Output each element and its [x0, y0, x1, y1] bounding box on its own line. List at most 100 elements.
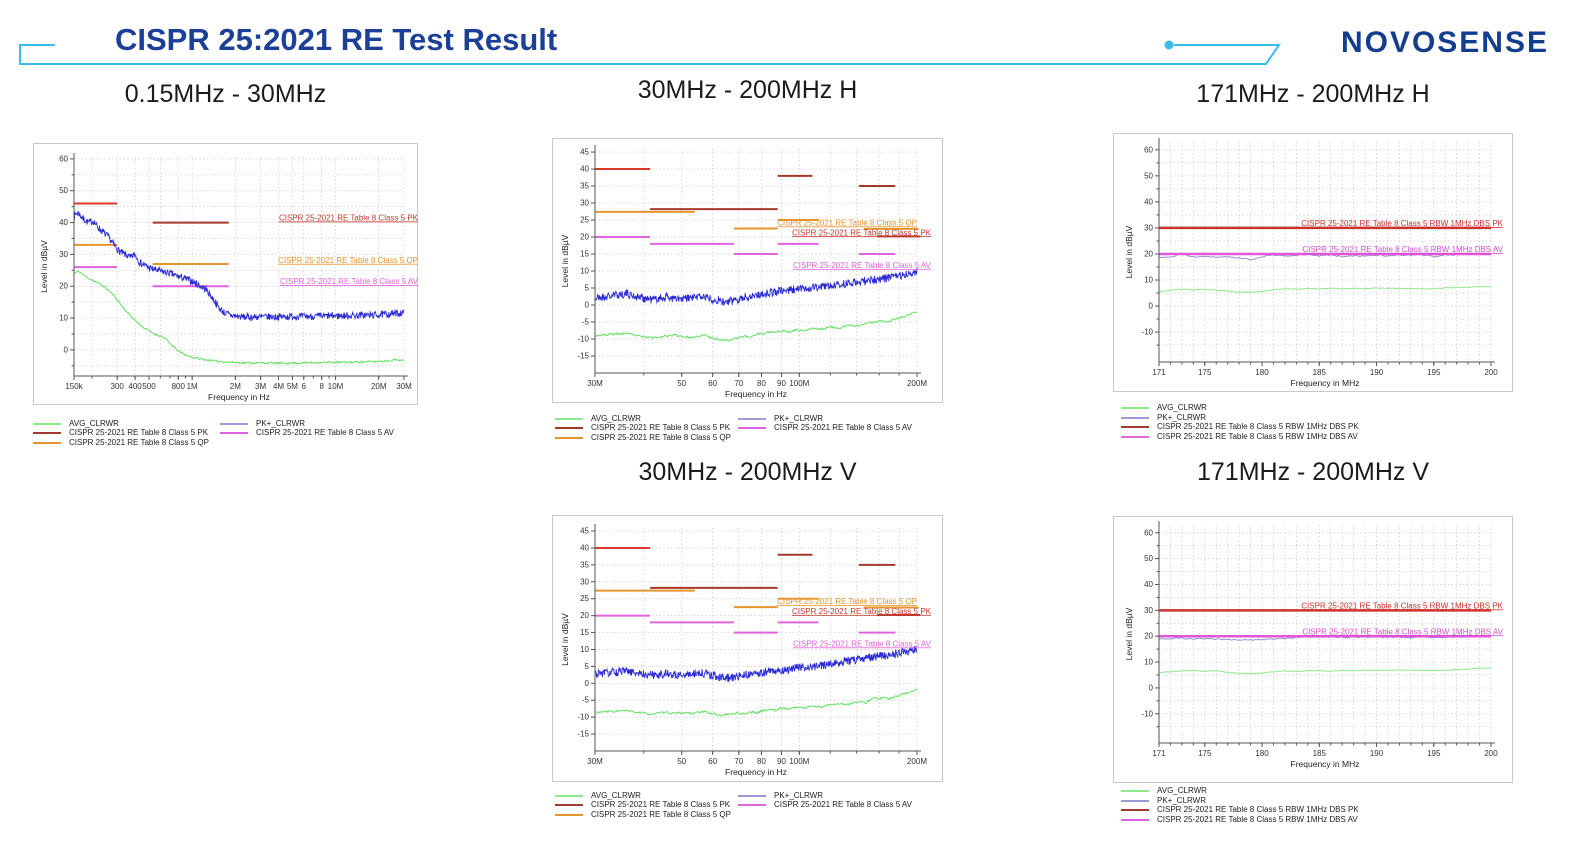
legend-label: AVG_CLRWR — [1157, 785, 1207, 795]
x-tick-label: 90 — [777, 757, 786, 766]
chart-panel: CISPR 25-2021 RE Table 8 Class 5 PK CISPR… — [33, 143, 419, 405]
legend-item: PK+_CLRWR — [1121, 413, 1359, 423]
legend-item: AVG_CLRWR — [555, 791, 731, 801]
legend-label: CISPR 25-2021 RE Table 8 Class 5 RBW 1MH… — [1157, 814, 1358, 824]
x-tick-label: 171 — [1152, 749, 1166, 758]
x-tick-label: 4M — [273, 382, 284, 391]
y-tick-label: -10 — [577, 713, 589, 722]
legend-column: AVG_CLRWR CISPR 25-2021 RE Table 8 Class … — [33, 419, 209, 448]
legend-swatch — [220, 422, 248, 425]
y-tick-label: 0 — [64, 345, 69, 354]
y-tick-label: 10 — [580, 645, 589, 654]
y-tick-label: 30 — [1144, 223, 1153, 232]
y-tick-label: 0 — [585, 679, 590, 688]
legend-swatch — [1121, 416, 1149, 419]
legend-item: CISPR 25-2021 RE Table 8 Class 5 PK — [555, 424, 731, 434]
x-axis-title: Frequency in Hz — [725, 767, 787, 777]
novosense-logo: NOVOSENSE — [1340, 26, 1549, 59]
y-tick-label: 20 — [580, 611, 589, 620]
legend-item: CISPR 25-2021 RE Table 8 Class 5 QP — [555, 810, 731, 820]
x-tick-label: 195 — [1427, 749, 1441, 758]
y-tick-label: 30 — [580, 577, 589, 586]
legend-swatch — [555, 813, 583, 816]
x-tick-label: 6 — [302, 382, 307, 391]
legend-label: CISPR 25-2021 RE Table 8 Class 5 AV — [774, 800, 912, 810]
legend-label: CISPR 25-2021 RE Table 8 Class 5 QP — [591, 809, 731, 819]
legend-swatch — [555, 427, 583, 430]
legend-swatch — [1121, 809, 1149, 812]
legend-column: PK+_CLRWR CISPR 25-2021 RE Table 8 Class … — [738, 414, 912, 433]
y-tick-label: 25 — [580, 594, 589, 603]
y-axis-title: Level in dBµV — [560, 234, 570, 287]
y-axis-title: Level in dBµV — [1124, 225, 1134, 278]
chart-plot: CISPR 25-2021 RE Table 8 Class 5 QPCISPR… — [560, 524, 932, 777]
legend-label: AVG_CLRWR — [591, 413, 641, 423]
x-axis-title: Frequency in MHz — [1291, 378, 1360, 388]
y-tick-label: 10 — [580, 267, 589, 276]
legend-label: PK+_CLRWR — [256, 418, 305, 428]
x-tick-label: 8 — [319, 382, 324, 391]
legend-item: CISPR 25-2021 RE Table 8 Class 5 QP — [33, 438, 209, 448]
x-tick-label: 1M — [187, 382, 198, 391]
legend-item: CISPR 25-2021 RE Table 8 Class 5 AV — [738, 801, 912, 811]
legend-swatch — [555, 804, 583, 807]
section-title: 171MHz - 200MHz V — [1196, 458, 1430, 486]
x-tick-label: 50 — [677, 757, 686, 766]
chart-panel: CISPR 25-2021 RE Table 8 Class 5 RBW 1MH… — [1113, 516, 1513, 783]
trace-PK+_CLRWR — [594, 646, 918, 682]
x-tick-label: 60 — [708, 757, 717, 766]
x-tick-label: 200M — [907, 757, 927, 766]
legend-swatch — [1121, 406, 1149, 409]
x-tick-label: 300 — [110, 382, 124, 391]
legend-swatch — [738, 804, 766, 807]
trace-PK+_CLRWR — [594, 267, 918, 306]
legend-label: PK+_CLRWR — [1157, 795, 1206, 805]
legend-column: PK+_CLRWR CISPR 25-2021 RE Table 8 Class … — [220, 419, 394, 438]
y-tick-label: 50 — [1144, 171, 1153, 180]
y-tick-label: 20 — [59, 282, 68, 291]
x-tick-label: 30M — [396, 382, 412, 391]
limit-label: CISPR 25-2021 RE Table 8 Class 5 RBW 1MH… — [1302, 245, 1503, 254]
section-title: 30MHz - 200MHz V — [638, 458, 857, 486]
legend-column: AVG_CLRWR CISPR 25-2021 RE Table 8 Class … — [555, 414, 731, 443]
y-tick-label: 60 — [1144, 528, 1153, 537]
legend-swatch — [33, 441, 61, 444]
chart-panel: CISPR 25-2021 RE Table 8 Class 5 QP CISPR… — [552, 138, 943, 403]
y-tick-label: 40 — [580, 543, 589, 552]
x-tick-label: 30M — [587, 379, 603, 388]
y-tick-label: 60 — [59, 154, 68, 163]
y-tick-label: 30 — [59, 250, 68, 259]
y-axis-title: Level in dBµV — [560, 613, 570, 666]
legend-label: AVG_CLRWR — [69, 418, 119, 428]
x-tick-label: 5M — [287, 382, 298, 391]
y-tick-label: 40 — [59, 218, 68, 227]
legend-label: CISPR 25-2021 RE Table 8 Class 5 PK — [591, 800, 731, 810]
legend-item: PK+_CLRWR — [738, 791, 912, 801]
x-tick-label: 50 — [677, 379, 686, 388]
y-tick-label: 45 — [580, 148, 589, 157]
legend-column: PK+_CLRWR CISPR 25-2021 RE Table 8 Class … — [738, 791, 912, 810]
x-axis-title: Frequency in Hz — [725, 389, 787, 399]
x-tick-label: 190 — [1370, 749, 1384, 758]
x-tick-label: 100M — [789, 757, 809, 766]
y-axis-title: Level in dBµV — [39, 240, 49, 293]
section-title: 171MHz - 200MHz H — [1196, 80, 1430, 108]
legend-swatch — [1121, 789, 1149, 792]
y-tick-label: -10 — [1141, 709, 1153, 718]
limit-label: CISPR 25-2021 RE Table 8 Class 5 AV — [793, 639, 932, 648]
y-tick-label: 25 — [580, 216, 589, 225]
limit-label: CISPR 25-2021 RE Table 8 Class 5 QP — [777, 218, 917, 227]
y-tick-label: 10 — [1144, 658, 1153, 667]
legend-item: AVG_CLRWR — [555, 414, 731, 424]
chart-plot: CISPR 25-2021 RE Table 8 Class 5 PK CISPR… — [39, 153, 419, 402]
legend-label: PK+_CLRWR — [774, 413, 823, 423]
y-tick-label: 5 — [585, 662, 590, 671]
legend-item: CISPR 25-2021 RE Table 8 Class 5 RBW 1MH… — [1121, 805, 1359, 815]
y-tick-label: 20 — [1144, 249, 1153, 258]
legend-label: AVG_CLRWR — [591, 790, 641, 800]
y-tick-label: -10 — [577, 335, 589, 344]
legend-label: CISPR 25-2021 RE Table 8 Class 5 PK — [591, 423, 731, 433]
legend-label: AVG_CLRWR — [1157, 402, 1207, 412]
limit-label: CISPR 25-2021 RE Table 8 Class 5 RBW 1MH… — [1301, 601, 1503, 610]
